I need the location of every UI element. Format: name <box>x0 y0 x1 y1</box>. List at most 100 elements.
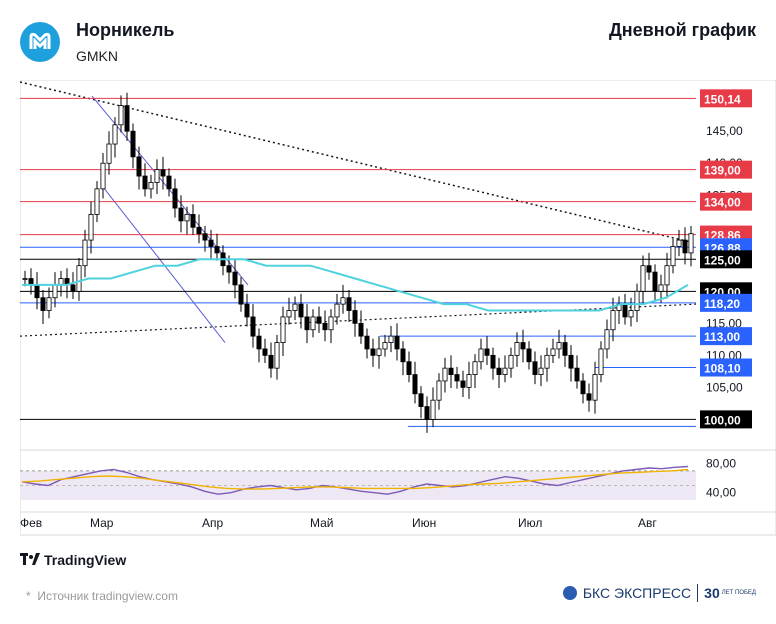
candle-body <box>478 348 484 363</box>
x-tick-label: Мар <box>90 516 114 530</box>
source-note: * Источник tradingview.com <box>26 589 178 603</box>
x-tick-label: Июн <box>412 516 436 530</box>
candle-body <box>148 182 154 190</box>
candle-body <box>574 367 580 382</box>
tradingview-brand: TradingView <box>20 550 126 570</box>
candle-body <box>418 393 424 407</box>
level-badge <box>700 160 752 179</box>
candle-body <box>292 303 298 311</box>
candle-body <box>598 348 604 375</box>
level-badge-label: 150,14 <box>704 92 741 106</box>
candle-body <box>346 297 352 311</box>
candle-body <box>634 290 640 311</box>
channel-line-lower <box>101 185 226 343</box>
candle-body <box>130 130 136 158</box>
candle-body <box>544 354 550 369</box>
level-badge-label: 139,00 <box>704 164 741 178</box>
candle-body <box>586 393 592 401</box>
candle-body <box>112 124 118 145</box>
candle-body <box>496 367 502 375</box>
candle-body <box>142 175 148 190</box>
bks-anniversary-number: 30 <box>704 585 720 601</box>
candle-body <box>646 265 652 273</box>
bks-anniversary-text: ЛЕТ ПОБЕД <box>721 589 756 596</box>
candle-body <box>274 342 280 369</box>
candle-body <box>472 361 478 375</box>
candle-body <box>202 233 208 241</box>
candle-body <box>628 310 634 318</box>
candle-body <box>448 367 454 375</box>
candle-body <box>352 310 358 324</box>
candle-body <box>442 367 448 382</box>
candle-body <box>508 354 514 369</box>
level-badge <box>700 327 752 346</box>
nornickel-logo <box>20 22 60 62</box>
candle-body <box>52 284 58 299</box>
moving-average-line <box>22 258 689 312</box>
candle-body <box>286 310 292 318</box>
candle-body <box>184 214 190 222</box>
chart-canvas: 145,00140,00135,00115,00110,00105,00150,… <box>20 80 776 536</box>
candle-body <box>682 239 688 254</box>
header: Норникель GMKN Дневной график <box>0 0 776 80</box>
candle-body <box>640 265 646 292</box>
candle-body <box>190 214 196 228</box>
candle-body <box>412 374 418 395</box>
candle-body <box>154 169 160 183</box>
level-badge <box>700 250 752 269</box>
candle-body <box>250 316 256 337</box>
rsi-tick-label: 80,00 <box>706 457 736 471</box>
source-text: Источник tradingview.com <box>37 589 178 603</box>
level-badge-label: 125,00 <box>704 253 741 267</box>
candle-body <box>100 162 106 190</box>
candle-body <box>514 342 520 356</box>
candle-body <box>520 342 526 350</box>
candle-body <box>208 239 214 247</box>
candle-body <box>256 335 262 350</box>
candle-body <box>460 380 466 388</box>
rsi-tick-label: 40,00 <box>706 486 736 500</box>
rsi-signal-line <box>21 468 689 490</box>
candle-body <box>238 284 244 305</box>
candle-body <box>46 297 52 311</box>
candle-body <box>226 265 232 273</box>
tradingview-logo-icon <box>20 553 40 565</box>
candle-body <box>376 348 382 356</box>
level-badge-label: 108,10 <box>704 362 741 376</box>
tradingview-label: TradingView <box>44 552 127 568</box>
bks-brand-name: БКС ЭКСПРЕСС <box>582 585 692 601</box>
candle-body <box>328 316 334 331</box>
trendline-dotted-lower <box>20 303 697 337</box>
candle-body <box>466 374 472 388</box>
candle-body <box>406 361 412 375</box>
candle-body <box>268 354 274 369</box>
level-badge-label: 118,20 <box>704 297 740 311</box>
candle-body <box>484 348 490 356</box>
candle-body <box>196 226 202 235</box>
price-chart: 145,00140,00135,00115,00110,00105,00150,… <box>20 80 776 540</box>
candle-body <box>538 367 544 375</box>
price-tick-label: 105,00 <box>706 380 743 394</box>
candle-body <box>262 348 268 356</box>
candle-body <box>658 284 664 292</box>
candle-body <box>358 322 364 337</box>
level-badge <box>700 192 752 211</box>
candle-body <box>160 169 166 177</box>
candle-body <box>400 348 406 363</box>
candle-body <box>562 342 568 356</box>
candle-body <box>502 367 508 375</box>
candle-body <box>688 233 694 254</box>
candle-body <box>76 265 82 292</box>
candle-body <box>214 246 220 254</box>
x-tick-label: Фев <box>20 516 42 530</box>
x-tick-label: Май <box>310 516 334 530</box>
candle-body <box>22 278 28 280</box>
bks-logo-icon <box>562 586 577 600</box>
candle-body <box>118 105 124 126</box>
rsi-line <box>21 465 689 495</box>
candle-body <box>592 374 598 401</box>
candle-body <box>94 188 100 215</box>
level-badge <box>700 89 752 108</box>
candle-body <box>532 361 538 375</box>
candle-body <box>388 335 394 343</box>
